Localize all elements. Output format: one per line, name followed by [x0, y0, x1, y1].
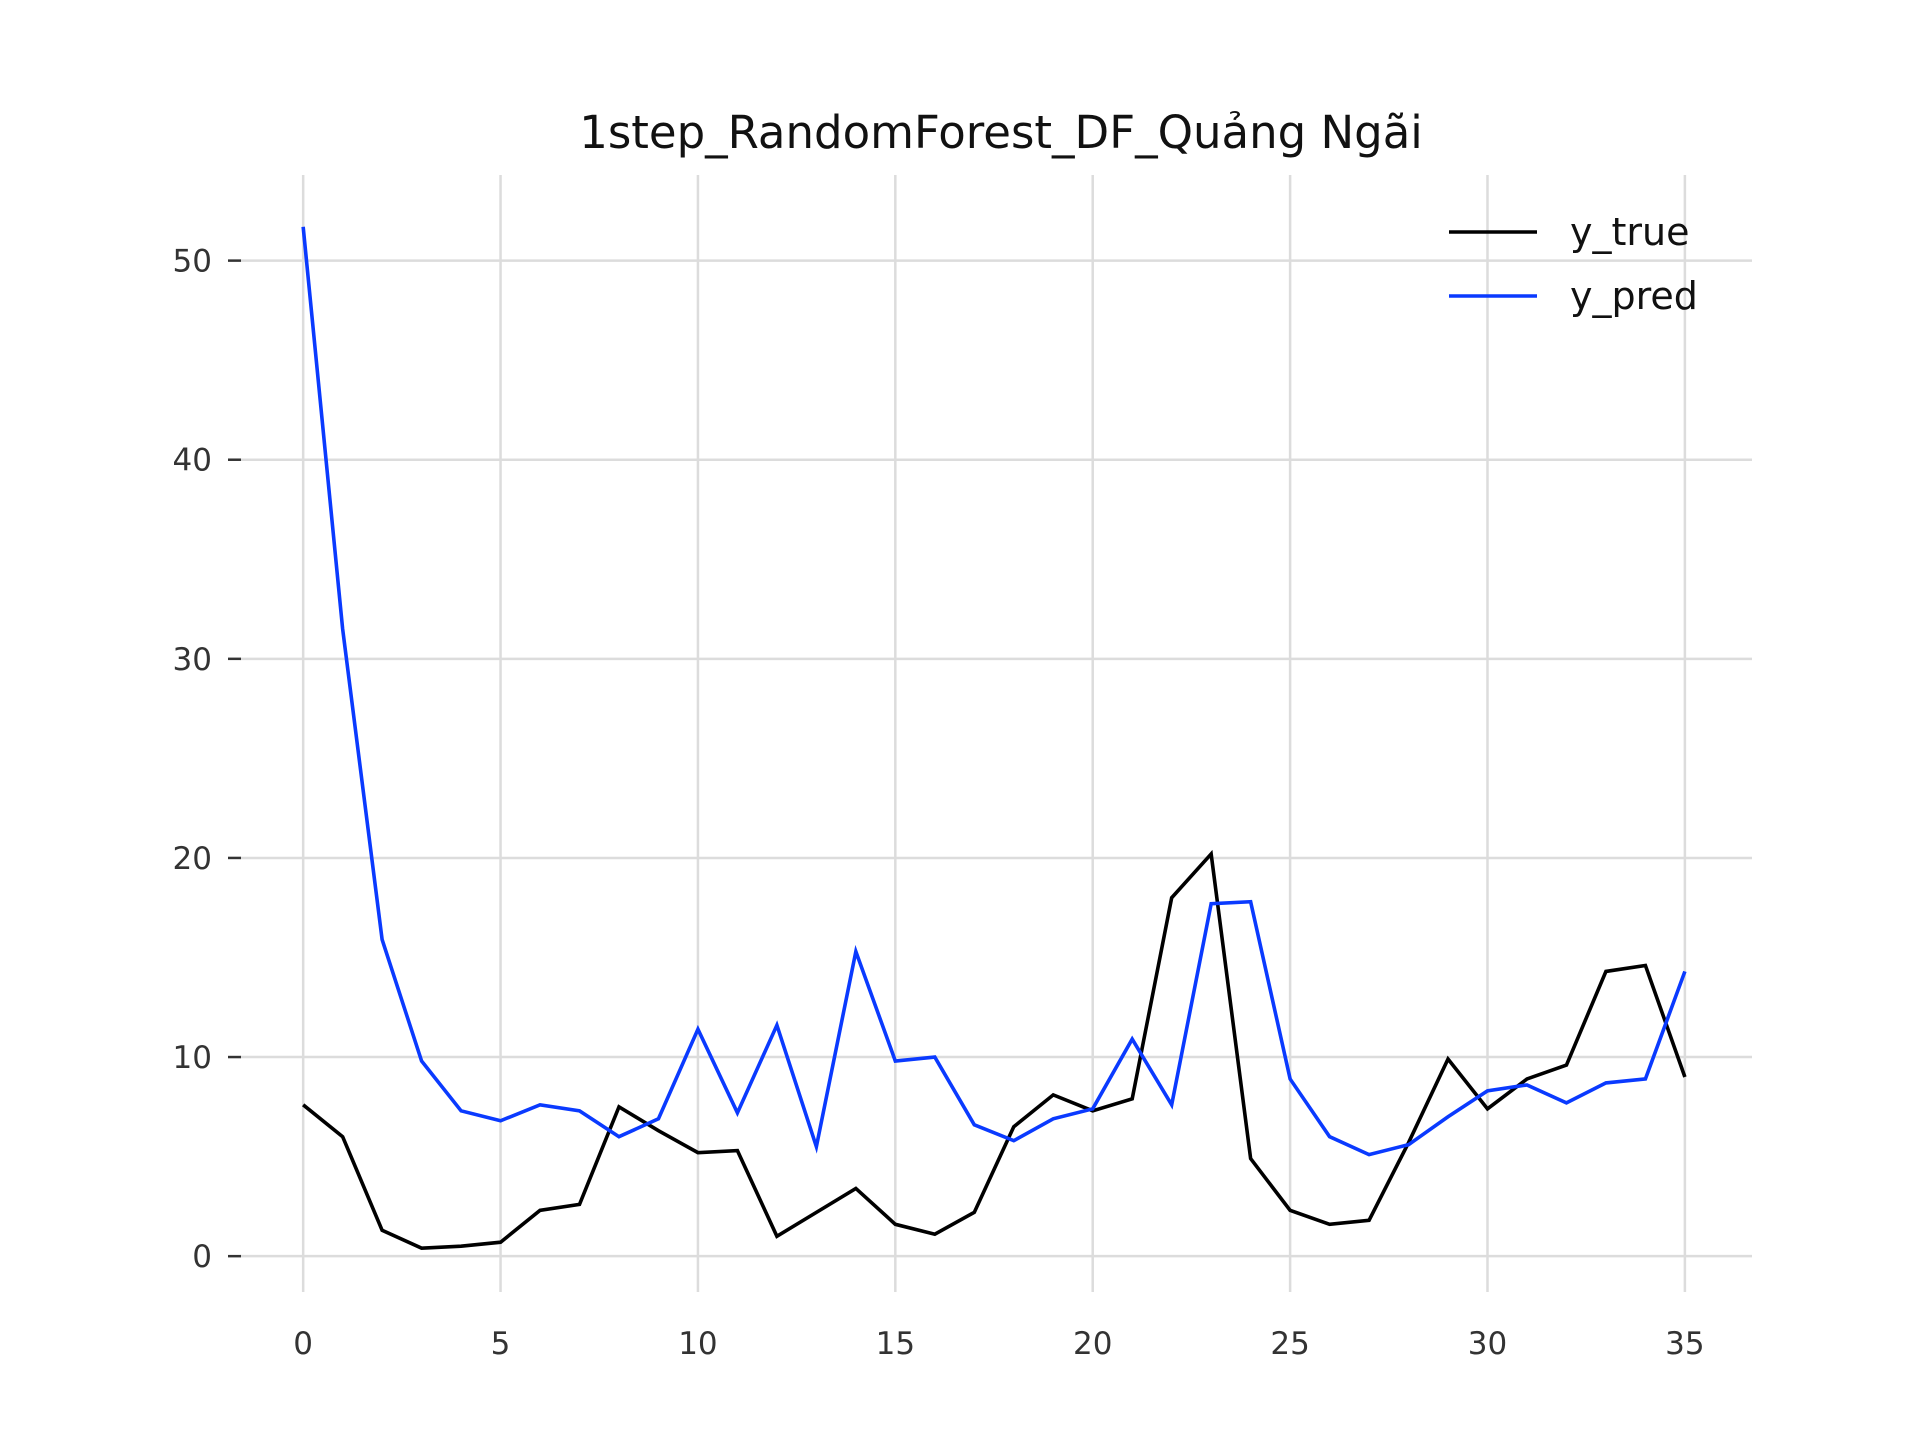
- data-point-y-true: [1050, 1092, 1056, 1098]
- data-point-y-true: [300, 1102, 306, 1108]
- data-point-y-pred: [774, 1022, 780, 1028]
- data-point-y-pred: [1366, 1152, 1372, 1158]
- data-point-y-pred: [1445, 1114, 1451, 1120]
- data-point-y-pred: [419, 1058, 425, 1064]
- legend: y_true y_pred: [1449, 210, 1698, 318]
- data-point-y-pred: [1050, 1116, 1056, 1122]
- data-point-y-pred: [695, 1026, 701, 1032]
- data-point-y-true: [1682, 1074, 1688, 1080]
- data-point-y-true: [1208, 851, 1214, 857]
- y-tick-label: 0: [192, 1239, 212, 1275]
- data-point-y-pred: [1011, 1138, 1017, 1144]
- data-point-y-true: [695, 1150, 701, 1156]
- x-tick-label: 15: [876, 1326, 915, 1362]
- y-tick-label: 20: [173, 841, 212, 877]
- data-point-y-pred: [616, 1134, 622, 1140]
- data-point-y-true: [577, 1201, 583, 1207]
- data-point-y-pred: [892, 1058, 898, 1064]
- data-point-y-true: [971, 1209, 977, 1215]
- data-point-y-pred: [1169, 1102, 1175, 1108]
- data-point-y-true: [655, 1128, 661, 1134]
- data-point-y-true: [1129, 1096, 1135, 1102]
- x-tick-label: 30: [1468, 1326, 1507, 1362]
- data-point-y-pred: [379, 937, 385, 943]
- data-point-y-true: [1248, 1156, 1254, 1162]
- data-point-y-pred: [932, 1054, 938, 1060]
- data-point-y-true: [1169, 895, 1175, 901]
- data-point-y-true: [1011, 1124, 1017, 1130]
- data-point-y-true: [1524, 1076, 1530, 1082]
- data-point-y-pred: [1524, 1082, 1530, 1088]
- data-point-y-pred: [1682, 968, 1688, 974]
- data-point-y-true: [616, 1104, 622, 1110]
- x-tick-label: 25: [1270, 1326, 1309, 1362]
- data-point-y-true: [498, 1239, 504, 1245]
- axes: 0 5 10 15 20 25 30 35 0 10 20 30 40 50: [173, 244, 1705, 1362]
- data-point-y-pred: [655, 1116, 661, 1122]
- data-point-y-pred: [340, 626, 346, 632]
- data-point-y-true: [892, 1221, 898, 1227]
- data-point-y-pred: [300, 224, 306, 230]
- data-point-y-true: [1366, 1217, 1372, 1223]
- data-point-y-pred: [971, 1122, 977, 1128]
- data-point-y-pred: [734, 1110, 740, 1116]
- data-point-y-pred: [458, 1108, 464, 1114]
- data-point-y-true: [774, 1233, 780, 1239]
- data-point-y-pred: [853, 949, 859, 955]
- data-point-y-true: [458, 1243, 464, 1249]
- data-point-y-true: [419, 1245, 425, 1251]
- x-tick-label: 0: [293, 1326, 313, 1362]
- data-point-y-true: [1603, 968, 1609, 974]
- data-point-y-true: [1484, 1106, 1490, 1112]
- y-tick-label: 50: [173, 244, 212, 280]
- data-point-y-pred: [1248, 899, 1254, 905]
- data-point-y-pred: [813, 1144, 819, 1150]
- data-point-y-true: [1287, 1207, 1293, 1213]
- series-line-y-true: [302, 849, 1687, 1251]
- data-point-y-true: [932, 1231, 938, 1237]
- data-point-y-true: [1642, 962, 1648, 968]
- legend-label-y-true: y_true: [1570, 210, 1689, 254]
- data-point-y-true: [537, 1207, 543, 1213]
- data-point-y-pred: [537, 1102, 543, 1108]
- x-tick-label: 5: [491, 1326, 511, 1362]
- data-point-y-true: [340, 1134, 346, 1140]
- data-point-y-pred: [1208, 901, 1214, 907]
- data-point-y-pred: [1090, 1106, 1096, 1112]
- data-point-y-true: [1327, 1221, 1333, 1227]
- data-point-y-true: [853, 1185, 859, 1191]
- data-point-y-pred: [1563, 1100, 1569, 1106]
- data-point-y-pred: [1603, 1080, 1609, 1086]
- data-point-y-true: [734, 1148, 740, 1154]
- x-tick-label: 35: [1665, 1326, 1704, 1362]
- data-point-y-true: [1445, 1056, 1451, 1062]
- data-point-y-true: [1563, 1062, 1569, 1068]
- y-tick-label: 40: [173, 443, 212, 479]
- y-tick-label: 10: [173, 1040, 212, 1076]
- y-tick-label: 30: [173, 642, 212, 678]
- x-tick-label: 10: [678, 1326, 717, 1362]
- data-point-y-pred: [498, 1118, 504, 1124]
- data-point-y-pred: [1406, 1142, 1412, 1148]
- data-point-y-true: [813, 1209, 819, 1215]
- data-point-y-pred: [1484, 1088, 1490, 1094]
- data-point-y-pred: [577, 1108, 583, 1114]
- data-point-y-true: [379, 1227, 385, 1233]
- data-point-y-pred: [1129, 1036, 1135, 1042]
- series-line-y-pred: [301, 226, 1687, 1157]
- data-point-y-pred: [1642, 1076, 1648, 1082]
- data-point-y-pred: [1327, 1134, 1333, 1140]
- data-point-y-pred: [1287, 1076, 1293, 1082]
- x-tick-label: 20: [1073, 1326, 1112, 1362]
- grid: [240, 175, 1752, 1292]
- legend-label-y-pred: y_pred: [1570, 274, 1698, 318]
- chart-title: 1step_RandomForest_DF_Quảng Ngãi: [579, 106, 1423, 159]
- series-layer: [300, 224, 1688, 1251]
